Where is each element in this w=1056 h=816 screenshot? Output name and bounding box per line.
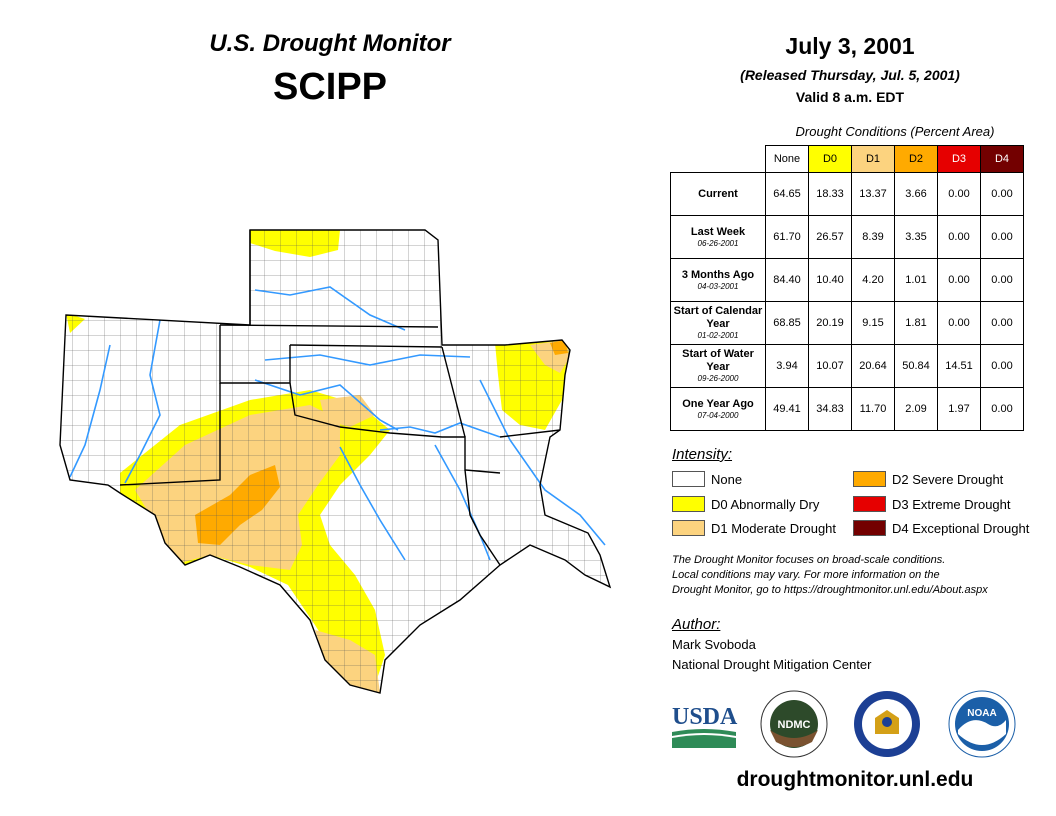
legend-item-d2: D2 Severe Drought [853, 471, 1003, 487]
legend-swatch [853, 471, 886, 487]
valid-time: Valid 8 a.m. EDT [795, 89, 905, 105]
legend-item-d0: D0 Abnormally Dry [672, 496, 819, 512]
table-cell: 0.00 [980, 215, 1024, 259]
legend-swatch [672, 471, 705, 487]
legend-swatch [853, 520, 886, 536]
author-org: National Drought Mitigation Center [672, 657, 872, 672]
table-cell: 0.00 [937, 301, 981, 345]
table-cell: 1.81 [894, 301, 938, 345]
table-cell: 18.33 [808, 172, 852, 216]
legend-item-d4: D4 Exceptional Drought [853, 520, 1029, 536]
table-cell: 10.07 [808, 344, 852, 388]
col-none: None [765, 145, 809, 173]
legend-item-d1: D1 Moderate Drought [672, 520, 836, 536]
state-borders [59, 229, 612, 694]
table-cell: 0.00 [980, 344, 1024, 388]
region-land [60, 230, 610, 693]
row-label: Last Week 06-26-2001 [670, 215, 766, 259]
table-cell: 61.70 [765, 215, 809, 259]
col-d2: D2 [894, 145, 938, 173]
table-row: Last Week 06-26-2001 61.70 26.57 8.39 3.35 0.0… [670, 215, 1024, 259]
table-cell: 1.97 [937, 387, 981, 431]
table-cell: 3.66 [894, 172, 938, 216]
noaa-logo: NOAA [948, 690, 1016, 758]
table-cell: 26.57 [808, 215, 852, 259]
table-row: One Year Ago 07-04-2000 49.41 34.83 11.70 2.0… [670, 387, 1024, 431]
table-cell: 0.00 [980, 258, 1024, 302]
table-cell: 1.01 [894, 258, 938, 302]
table-cell: 3.35 [894, 215, 938, 259]
table-cell: 0.00 [937, 172, 981, 216]
table-cell: 10.40 [808, 258, 852, 302]
usda-logo: USDA [672, 704, 738, 748]
table-cell: 64.65 [765, 172, 809, 216]
legend-swatch [853, 496, 886, 512]
author-title: Author: [672, 616, 721, 633]
table-cell: 20.64 [851, 344, 895, 388]
col-d1: D1 [851, 145, 895, 173]
table-header-row: None D0 D1 D2 D3 D4 [671, 145, 1024, 173]
region-title: SCIPP [272, 66, 388, 108]
row-label: Current [670, 172, 766, 216]
table-cell: 2.09 [894, 387, 938, 431]
ndmc-logo-text: NDMC [778, 719, 811, 731]
row-label: One Year Ago 07-04-2000 [670, 387, 766, 431]
about-link[interactable]: Drought Monitor, go to https://droughtmo… [672, 584, 988, 596]
website-link[interactable]: droughtmonitor.unl.edu [736, 768, 974, 791]
legend-item-none: None [672, 471, 742, 487]
table-cell: 3.94 [765, 344, 809, 388]
legend-item-d3: D3 Extreme Drought [853, 496, 1011, 512]
doc-seal-logo [854, 691, 920, 757]
ndmc-logo: NDMC [760, 690, 828, 758]
table-cell: 11.70 [851, 387, 895, 431]
table-cell: 0.00 [980, 301, 1024, 345]
row-label: 3 Months Ago 04-03-2001 [670, 258, 766, 302]
noaa-logo-text: NOAA [967, 708, 996, 719]
disclaimer-note: The Drought Monitor focuses on broad-sca… [672, 553, 1042, 598]
map-date: July 3, 2001 [785, 33, 915, 59]
table-cell: 84.40 [765, 258, 809, 302]
table-cell: 9.15 [851, 301, 895, 345]
product-title: U.S. Drought Monitor [209, 30, 451, 57]
table-row: Start of Water Year 09-26-2000 3.94 10.07 20… [670, 344, 1024, 388]
table-cell: 0.00 [937, 215, 981, 259]
drought-map [59, 229, 612, 694]
table-cell: 50.84 [894, 344, 938, 388]
legend-swatch [672, 496, 705, 512]
table-cell: 13.37 [851, 172, 895, 216]
col-d3: D3 [937, 145, 981, 173]
table-cell: 49.41 [765, 387, 809, 431]
col-d0: D0 [808, 145, 852, 173]
release-date: (Released Thursday, Jul. 5, 2001) [740, 67, 960, 83]
author-name: Mark Svoboda [672, 637, 756, 652]
legend-swatch [672, 520, 705, 536]
table-cell: 14.51 [937, 344, 981, 388]
row-label: Start of Calendar Year 01-02-2001 [670, 301, 766, 345]
table-cell: 20.19 [808, 301, 852, 345]
table-cell: 0.00 [980, 172, 1024, 216]
usda-logo-text: USDA [672, 704, 738, 730]
table-row: 3 Months Ago 04-03-2001 84.40 10.40 4.20 1.01… [670, 258, 1024, 302]
rivers [69, 286, 606, 561]
table-cell: 68.85 [765, 301, 809, 345]
table-cell: 8.39 [851, 215, 895, 259]
table-row: Current 64.65 18.33 13.37 3.66 0.00 0.00 [670, 172, 1024, 216]
col-d4: D4 [980, 145, 1024, 173]
table-caption: Drought Conditions (Percent Area) [795, 124, 995, 139]
table-row: Start of Calendar Year 01-02-2001 68.85 20.… [670, 301, 1024, 345]
legend-title: Intensity: [672, 446, 733, 463]
table-cell: 0.00 [980, 387, 1024, 431]
table-cell: 0.00 [937, 258, 981, 302]
table-cell: 34.83 [808, 387, 852, 431]
drought-conditions-table: None D0 D1 D2 D3 D4 Current 64.65 18.33 13.… [670, 145, 1024, 431]
row-label: Start of Water Year 09-26-2000 [670, 344, 766, 388]
table-cell: 4.20 [851, 258, 895, 302]
